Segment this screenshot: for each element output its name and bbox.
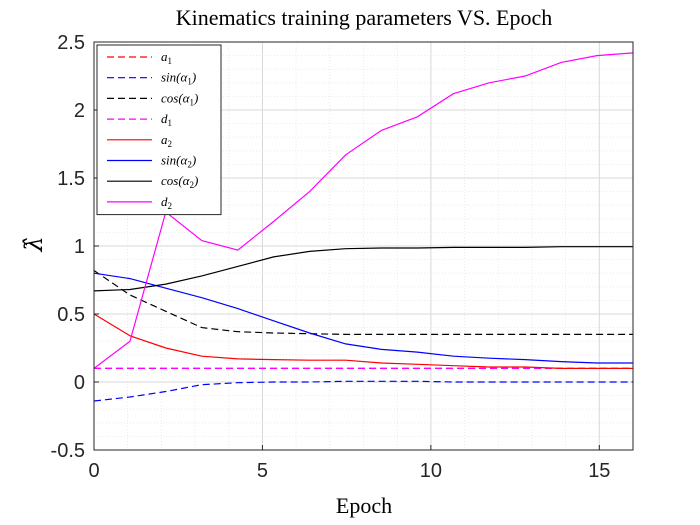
legend-box bbox=[96, 44, 222, 216]
legend-entry-6: sin(α2) bbox=[161, 153, 196, 170]
chart-title: Kinematics training parameters VS. Epoch bbox=[176, 5, 553, 30]
legend-entry-4: d1 bbox=[161, 111, 172, 128]
series-lines bbox=[93, 52, 634, 402]
series-line-3 bbox=[93, 270, 633, 335]
series-line-6 bbox=[93, 272, 633, 364]
x-tick-label: 15 bbox=[588, 460, 610, 482]
x-tick-label: 5 bbox=[257, 460, 268, 482]
legend-entry-7: cos(α2) bbox=[161, 173, 198, 190]
legend-entry-5: a2 bbox=[161, 132, 172, 149]
x-tick-label: 0 bbox=[88, 460, 99, 482]
legend-entry-2: sin(α1) bbox=[161, 70, 196, 87]
y-tick-label: 2 bbox=[74, 100, 85, 122]
y-tick-label: 0.5 bbox=[57, 304, 85, 326]
series-line-7 bbox=[93, 246, 633, 292]
y-tick-label: -0.5 bbox=[51, 440, 85, 462]
series-line-5 bbox=[93, 313, 633, 369]
y-tick-label: 1 bbox=[74, 236, 85, 258]
y-tick-label: 2.5 bbox=[57, 32, 85, 54]
axis-ticks: 0 5 10 15-0.500.511.522.5 bbox=[51, 32, 611, 482]
x-axis-label: Epoch bbox=[336, 493, 392, 518]
y-axis-label: λ̂ bbox=[20, 236, 48, 252]
y-tick-label: 0 bbox=[74, 372, 85, 394]
series-line-8 bbox=[93, 52, 634, 369]
legend: a1 sin(α1) cos(α1) d1 a2 sin(α2) cos(α2) d2 bbox=[96, 44, 222, 216]
legend-entry-8: d2 bbox=[161, 194, 172, 211]
series-line-2 bbox=[93, 380, 633, 402]
legend-entry-1: a1 bbox=[161, 49, 172, 66]
x-tick-label: 10 bbox=[420, 460, 442, 482]
y-tick-label: 1.5 bbox=[57, 168, 85, 190]
legend-entry-3: cos(α1) bbox=[161, 90, 198, 107]
